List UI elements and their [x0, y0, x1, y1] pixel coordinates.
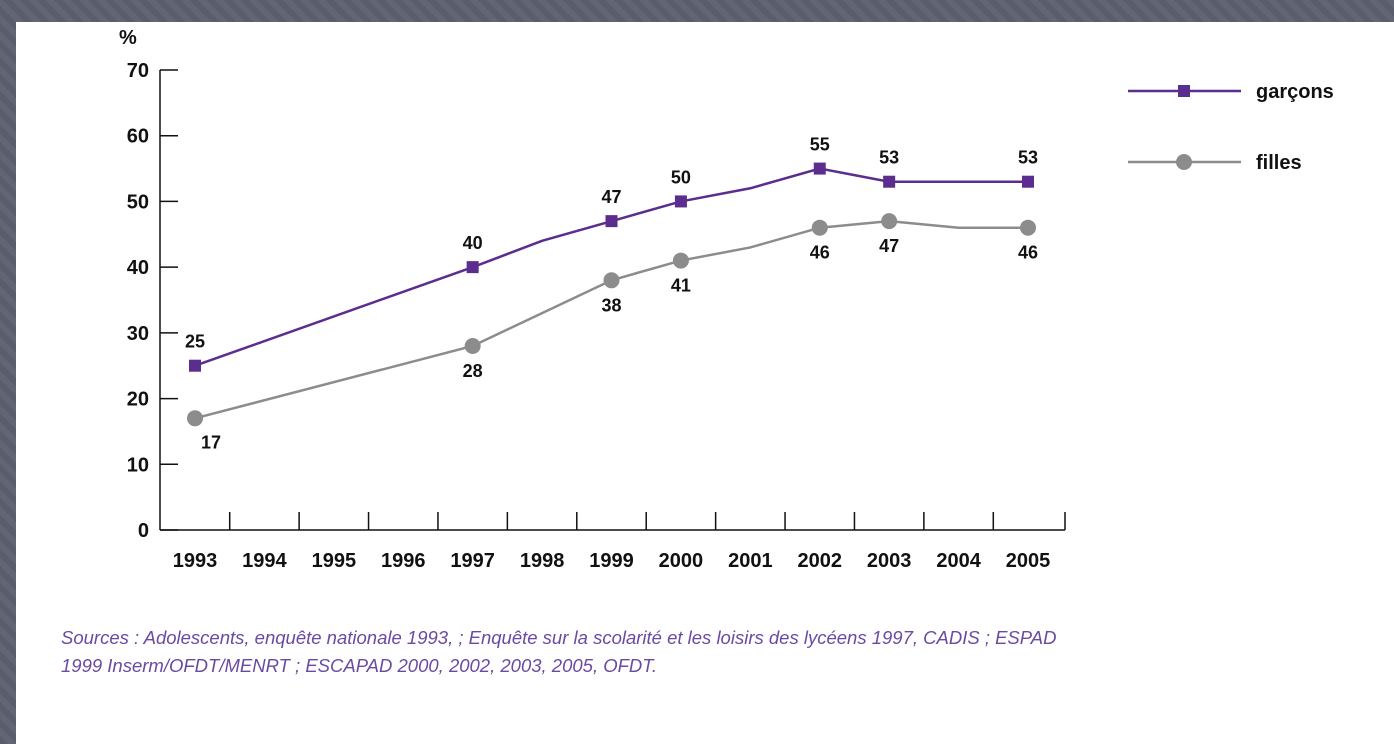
- data-label-filles: 47: [879, 236, 899, 256]
- x-tick-label: 2005: [1006, 550, 1051, 572]
- y-tick-label: 70: [127, 60, 149, 82]
- marker-filles: [881, 213, 898, 230]
- marker-garcons: [883, 175, 896, 188]
- data-label-garcons: 55: [810, 135, 830, 155]
- y-tick-label: 30: [127, 323, 149, 345]
- x-tick-label: 2003: [867, 550, 912, 572]
- x-tick-label: 2000: [659, 550, 704, 572]
- x-tick-label: 1996: [381, 550, 426, 572]
- marker-filles: [811, 219, 828, 236]
- marker-garcons: [813, 162, 826, 175]
- marker-garcons: [1022, 175, 1034, 188]
- x-tick-label: 2001: [728, 550, 773, 572]
- marker-filles: [464, 338, 481, 354]
- data-label-filles: 46: [1018, 243, 1038, 263]
- y-tick-label: 60: [127, 126, 149, 148]
- y-tick-label: 50: [127, 191, 149, 213]
- line-chart: 0 10 20 30 40 50 60 70% 1993 1994 1995 1996 1997 1998…: [119, 27, 1334, 572]
- marker-garcons: [674, 195, 687, 208]
- x-tick-label: 1995: [312, 550, 357, 572]
- legend-label-filles: filles: [1256, 152, 1302, 174]
- data-label-garcons: 40: [463, 233, 483, 253]
- source-note: Sources : Adolescents, enquête nationale…: [61, 624, 1381, 680]
- x-tick-label: 1993: [173, 550, 218, 572]
- legend-marker-garcons: [1178, 85, 1190, 97]
- marker-garcons: [189, 359, 201, 372]
- y-tick-label: 10: [127, 454, 149, 476]
- data-label-filles: 28: [463, 361, 483, 381]
- legend-marker-filles: [1176, 154, 1192, 170]
- marker-filles: [187, 410, 203, 427]
- data-label-garcons: 47: [601, 187, 621, 207]
- data-label-filles: 46: [810, 243, 830, 263]
- marker-filles: [672, 252, 689, 269]
- data-label-garcons: 53: [879, 148, 899, 168]
- source-line-2: 1999 Inserm/OFDT/MENRT ; ESCAPAD 2000, 2…: [61, 655, 658, 676]
- data-label-filles: 17: [201, 432, 221, 452]
- y-axis-unit: %: [119, 27, 137, 49]
- source-line-1: Sources : Adolescents, enquête nationale…: [61, 627, 1057, 648]
- data-label-garcons: 50: [671, 167, 691, 187]
- data-label-filles: 41: [671, 276, 691, 296]
- marker-garcons: [466, 261, 479, 274]
- marker-filles: [603, 272, 620, 289]
- x-tick-label: 1999: [589, 550, 634, 572]
- marker-filles: [1020, 219, 1036, 236]
- data-label-garcons: 53: [1018, 148, 1038, 168]
- legend-label-garcons: garçons: [1256, 81, 1334, 103]
- series-line-filles: [194, 219, 1028, 420]
- x-tick-label: 2002: [798, 550, 843, 572]
- data-label-garcons: 25: [185, 332, 205, 352]
- y-tick-label: 40: [127, 257, 149, 279]
- y-tick-label: 20: [127, 389, 149, 411]
- marker-garcons: [605, 215, 618, 228]
- data-label-filles: 38: [601, 295, 621, 315]
- y-tick-label: 0: [138, 520, 149, 542]
- x-tick-label: 1998: [520, 550, 565, 572]
- x-tick-label: 2004: [936, 550, 981, 572]
- x-tick-label: 1994: [242, 550, 287, 572]
- x-tick-label: 1997: [450, 550, 495, 572]
- chart-panel: 0 10 20 30 40 50 60 70% 1993 1994 1995 1996 1997 1998…: [16, 22, 1394, 744]
